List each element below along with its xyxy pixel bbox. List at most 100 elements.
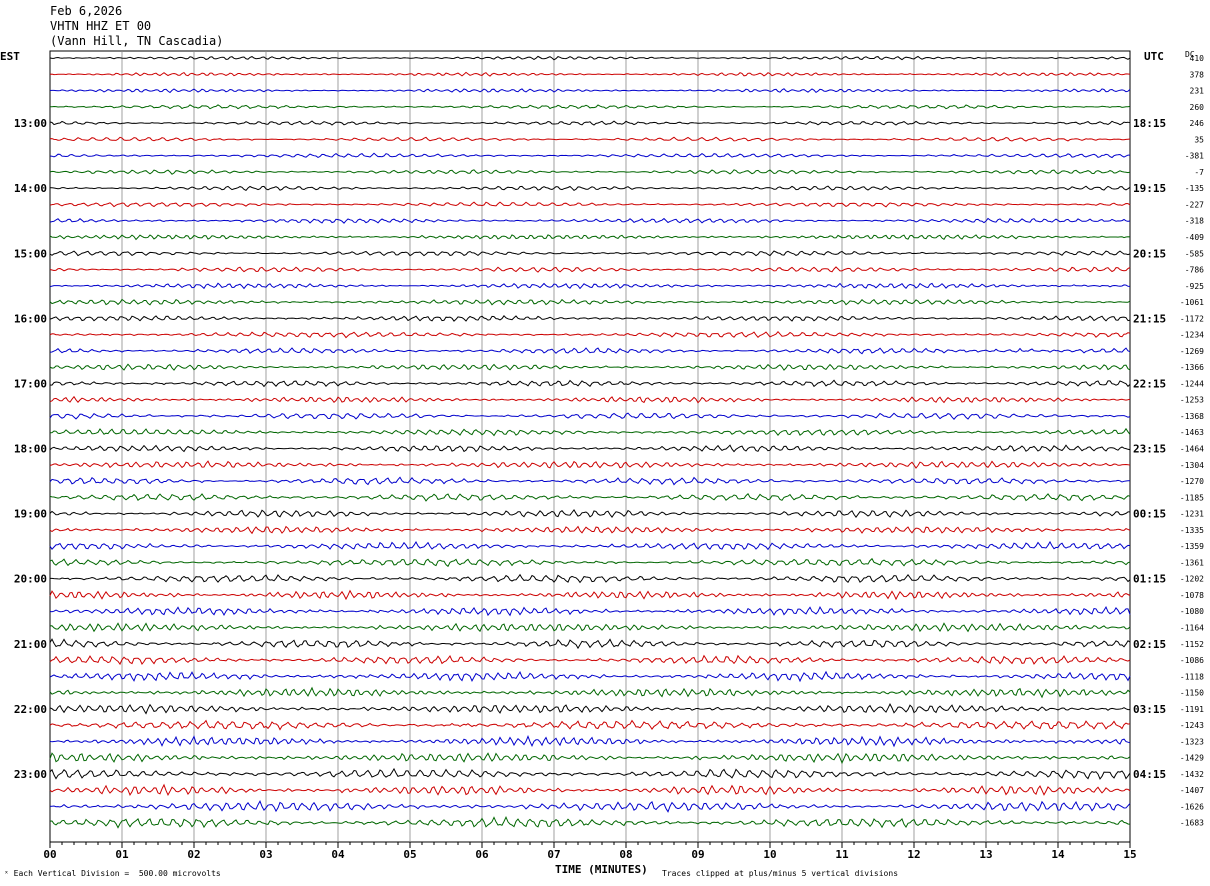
dc-offset-label: -1432	[1180, 770, 1204, 779]
trace-row	[49, 752, 1131, 765]
x-tick-label: 11	[835, 848, 849, 861]
trace-row	[49, 152, 1130, 159]
dc-offset-label: -1086	[1180, 656, 1204, 665]
trace-row	[49, 605, 1131, 617]
dc-offset-label: 410	[1190, 54, 1205, 63]
dc-offset-label: -1231	[1180, 510, 1204, 519]
est-hour-label: 19:00	[14, 508, 47, 521]
utc-hour-label: 00:15	[1133, 508, 1166, 521]
utc-hour-label: 23:15	[1133, 443, 1166, 456]
trace-row	[49, 783, 1131, 797]
dc-offset-label: -1080	[1180, 607, 1204, 616]
dc-label: DC	[1185, 50, 1195, 59]
dc-offset-label: -1359	[1180, 542, 1204, 551]
dc-offset-label: -1118	[1180, 672, 1204, 681]
trace-row	[49, 250, 1131, 257]
trace-row	[49, 638, 1131, 650]
dc-offset-label: -1253	[1180, 396, 1204, 405]
station-code: VHTN HHZ ET 00	[50, 19, 152, 33]
trace-row	[49, 800, 1131, 813]
dc-offset-label: -1366	[1180, 363, 1204, 372]
utc-hour-label: 03:15	[1133, 703, 1166, 716]
dc-offset-label: -786	[1185, 266, 1204, 275]
dc-offset-label: 260	[1190, 103, 1205, 112]
trace-row	[49, 88, 1131, 94]
dc-offset-label: -1368	[1180, 412, 1204, 421]
trace-row	[49, 330, 1131, 339]
dc-offset-label: -1463	[1180, 428, 1204, 437]
trace-row	[49, 55, 1131, 61]
utc-hour-label: 02:15	[1133, 638, 1166, 651]
trace-row	[49, 379, 1131, 388]
x-tick-label: 02	[187, 848, 200, 861]
dc-offset-label: -1269	[1180, 347, 1204, 356]
est-hour-label: 22:00	[14, 703, 47, 716]
trace-row	[49, 298, 1131, 306]
dc-offset-label: -318	[1185, 217, 1204, 226]
trace-row	[49, 476, 1130, 486]
trace-row	[49, 282, 1131, 290]
dc-offset-label: -1061	[1180, 298, 1204, 307]
trace-row	[49, 120, 1131, 126]
trace-row	[49, 444, 1131, 453]
trace-row	[49, 686, 1131, 699]
trace-row	[49, 525, 1131, 535]
dc-offset-label: -1626	[1180, 802, 1204, 811]
est-hour-label: 18:00	[14, 443, 47, 456]
est-hour-label: 23:00	[14, 768, 47, 781]
dc-offset-label: -1172	[1180, 314, 1204, 323]
trace-row	[49, 315, 1131, 322]
dc-offset-label: -1078	[1180, 591, 1204, 600]
dc-offset-label: -1243	[1180, 721, 1204, 730]
dc-offset-label: -409	[1185, 233, 1204, 242]
trace-row	[49, 767, 1131, 780]
clip-note: Traces clipped at plus/minus 5 vertical …	[662, 869, 899, 878]
est-hour-label: 17:00	[14, 377, 47, 390]
utc-hour-label: 01:15	[1133, 573, 1166, 586]
dc-offset-label: -1191	[1180, 705, 1204, 714]
x-tick-label: 09	[691, 848, 704, 861]
plot-date: Feb 6,2026	[50, 4, 123, 18]
dc-offset-label: 246	[1190, 119, 1205, 128]
x-tick-label: 00	[43, 848, 56, 861]
trace-row	[49, 719, 1131, 731]
dc-offset-label: -381	[1185, 152, 1204, 161]
dc-offset-label: -585	[1185, 249, 1204, 258]
dc-offset-label: -227	[1185, 200, 1204, 209]
trace-row	[49, 71, 1131, 77]
trace-row	[49, 622, 1131, 633]
scale-note: ˣ Each Vertical Division = 500.00 microv…	[4, 869, 221, 878]
dc-offset-label: 378	[1190, 70, 1205, 79]
est-hour-label: 21:00	[14, 638, 47, 651]
scale-note-text: Each Vertical Division = 500.00 microvol…	[13, 869, 221, 878]
x-tick-label: 04	[331, 848, 345, 861]
dc-offset-label: -1683	[1180, 819, 1204, 828]
x-tick-label: 13	[979, 848, 992, 861]
trace-row	[49, 735, 1131, 748]
dc-offset-label: -1244	[1180, 379, 1204, 388]
x-tick-label: 15	[1123, 848, 1136, 861]
utc-hour-label: 19:15	[1133, 182, 1166, 195]
est-hour-label: 15:00	[14, 247, 47, 260]
trace-row	[49, 136, 1131, 142]
dc-offset-label: 35	[1194, 135, 1204, 144]
x-axis-title: TIME (MINUTES)	[555, 863, 648, 876]
dc-offset-label: -1152	[1180, 640, 1204, 649]
utc-hour-label: 20:15	[1133, 247, 1166, 260]
utc-axis-label: UTC	[1144, 50, 1164, 63]
trace-row	[49, 266, 1131, 273]
trace-row	[49, 509, 1130, 519]
trace-row	[49, 589, 1131, 601]
dc-offset-label: -1323	[1180, 737, 1204, 746]
dc-offset-label: -1270	[1180, 477, 1204, 486]
trace-row	[49, 654, 1131, 666]
trace-row	[49, 201, 1131, 208]
x-tick-label: 05	[403, 848, 416, 861]
trace-row	[49, 670, 1131, 683]
x-tick-label: 07	[547, 848, 560, 861]
dc-offset-label: -1234	[1180, 331, 1204, 340]
x-tick-label: 03	[259, 848, 272, 861]
trace-row	[49, 460, 1131, 469]
dc-offset-label: -135	[1185, 184, 1204, 193]
